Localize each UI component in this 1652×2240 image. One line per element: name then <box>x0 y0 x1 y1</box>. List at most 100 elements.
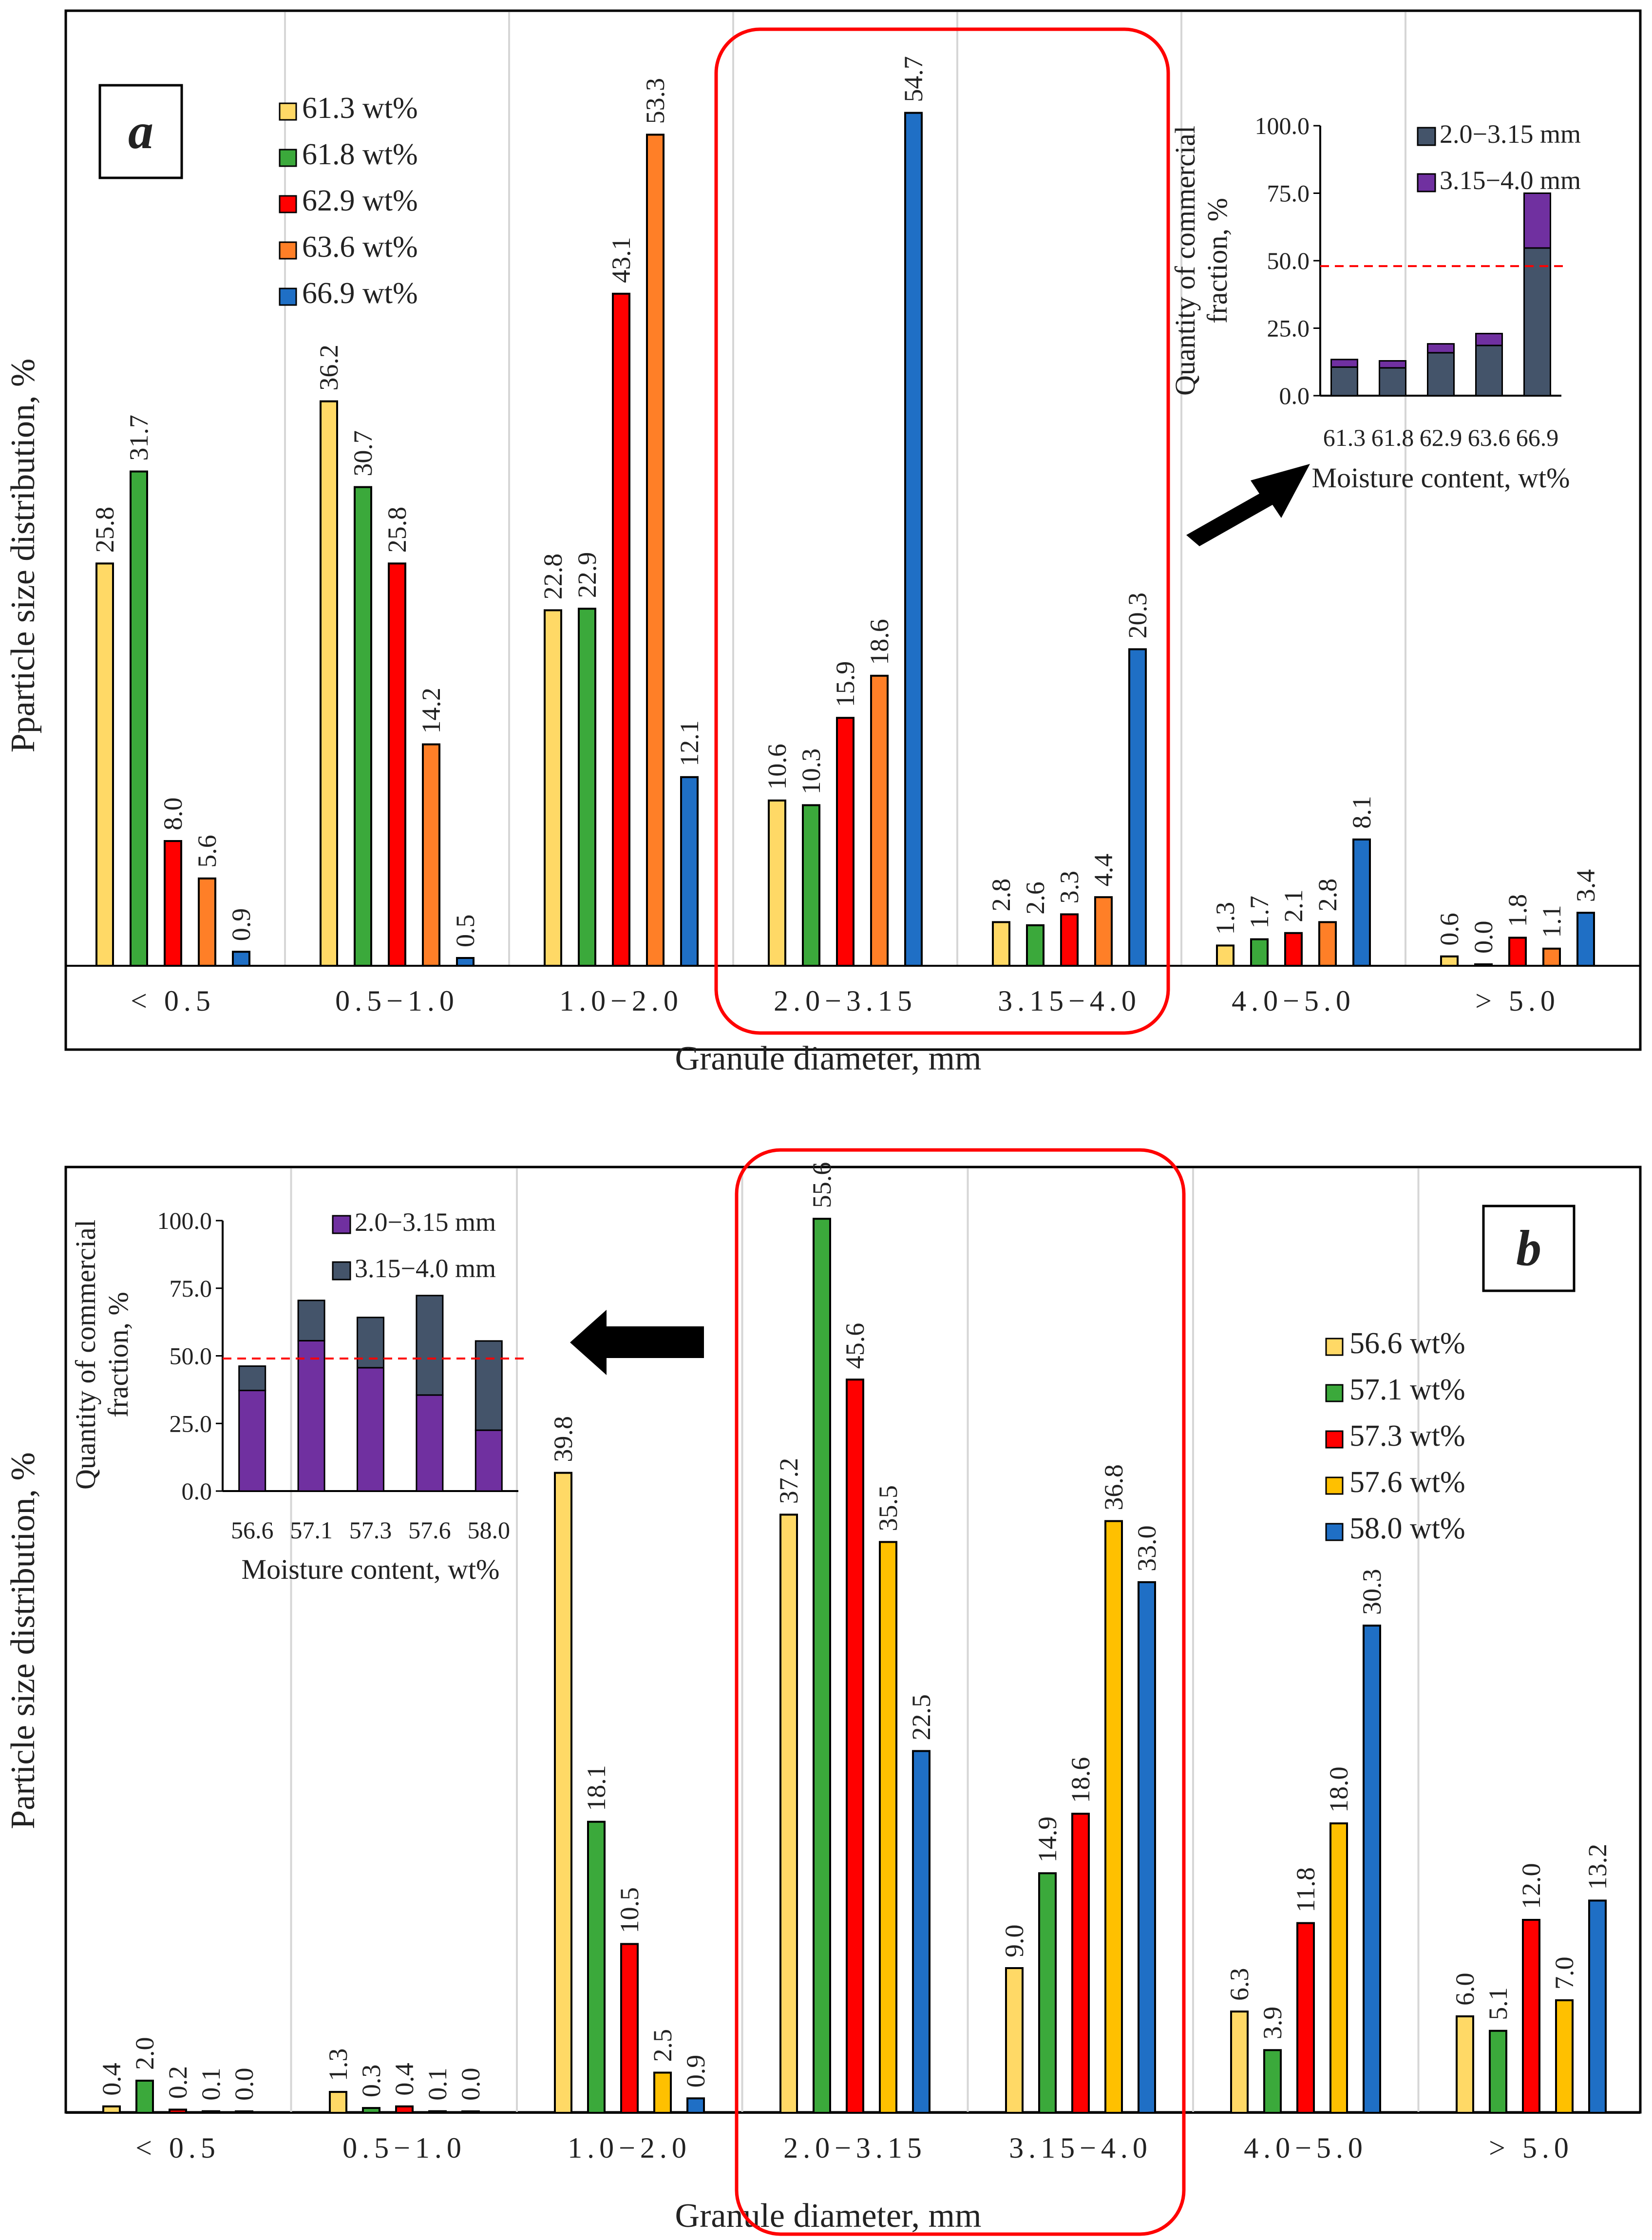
bar <box>813 1218 831 2114</box>
data-label: 2.1 <box>1279 889 1308 922</box>
bar <box>879 1541 897 2114</box>
data-label: 4.4 <box>1089 854 1118 887</box>
data-label: 33.0 <box>1132 1526 1161 1572</box>
inset-bar-segment <box>1427 343 1455 354</box>
bar <box>130 470 148 967</box>
legend-swatch <box>1325 1476 1344 1495</box>
panel-b-chart: 0.42.00.2 0.1 0.0< 0.51.3 0.3 0.4 0.1 0.00.5−1… <box>4 1148 1642 2236</box>
data-label: 22.9 <box>572 552 602 598</box>
inset-y-tick-label: 75.0 <box>170 1275 212 1302</box>
inset-x-tick-label: 58.0 <box>468 1516 511 1544</box>
inset-legend-label: 2.0−3.15 mm <box>355 1207 496 1237</box>
x-tick-label: 2.0−3.15 <box>774 985 917 1017</box>
data-label: 0.4 <box>390 2063 419 2096</box>
data-label: 8.1 <box>1347 796 1376 829</box>
data-label: 14.2 <box>417 688 446 734</box>
inset-legend-swatch <box>332 1261 351 1281</box>
bar <box>646 134 665 967</box>
bar <box>1352 838 1371 967</box>
data-label: 22.5 <box>907 1694 936 1741</box>
data-label: 55.6 <box>807 1162 836 1208</box>
inset-x-tick-label: 63.6 <box>1468 424 1511 451</box>
data-label: 0.1 <box>196 2068 226 2101</box>
data-label: 0.0 <box>456 2068 485 2101</box>
bar <box>1128 648 1147 967</box>
data-label: 6.0 <box>1450 1973 1480 2006</box>
inset-bar-segment <box>1523 192 1551 249</box>
inset-bar-segment <box>1427 352 1455 397</box>
bar <box>587 1820 606 2114</box>
bar <box>202 2110 220 2114</box>
bar <box>1576 912 1595 967</box>
bar <box>1542 947 1561 967</box>
bar <box>461 2110 480 2114</box>
inset-legend-swatch <box>1417 127 1436 146</box>
inset-bar-segment <box>1330 359 1358 368</box>
legend-label: 57.6 wt% <box>1349 1466 1465 1499</box>
data-label: 22.8 <box>538 554 568 600</box>
inset-y-axis-title: Quantity of commercial <box>70 1220 101 1490</box>
legend-label: 66.9 wt% <box>302 277 418 310</box>
bar <box>1474 963 1493 967</box>
inset-bar-segment <box>1475 333 1503 346</box>
data-label: 18.6 <box>1066 1757 1095 1803</box>
inset-bar-segment <box>357 1367 384 1492</box>
x-tick-label: 1.0−2.0 <box>568 2132 691 2164</box>
inset-bar-segment <box>238 1365 266 1392</box>
inset-y-axis-title: fraction, % <box>102 1292 134 1417</box>
x-tick-label: > 5.0 <box>1475 985 1560 1017</box>
inset-y-tick-label: 0.0 <box>182 1477 212 1505</box>
bar <box>362 2107 380 2114</box>
inset-x-axis-title: Moisture content, wt% <box>1312 462 1570 494</box>
legend-label: 61.8 wt% <box>302 138 418 171</box>
bar <box>1060 913 1079 967</box>
bar <box>1296 1922 1315 2114</box>
data-label: 20.3 <box>1123 593 1152 639</box>
data-label: 10.3 <box>797 748 826 795</box>
data-label: 36.8 <box>1099 1464 1128 1511</box>
inset-legend-swatch <box>332 1215 351 1234</box>
inset-bar-segment <box>357 1317 384 1369</box>
data-label: 0.5 <box>451 915 480 948</box>
inset-legend-label: 3.15−4.0 mm <box>1440 166 1581 195</box>
data-label: 5.6 <box>192 835 222 868</box>
inset-x-tick-label: 61.8 <box>1371 424 1414 451</box>
bar <box>1138 1581 1156 2114</box>
data-label: 10.6 <box>762 744 792 790</box>
inset-x-tick-label: 66.9 <box>1516 424 1559 451</box>
bar <box>779 1513 798 2114</box>
inset-x-tick-label: 57.3 <box>349 1516 392 1544</box>
bar <box>198 877 216 967</box>
data-label: 0.4 <box>97 2063 126 2096</box>
data-label: 8.0 <box>158 798 188 831</box>
data-label: 14.9 <box>1033 1817 1062 1863</box>
legend-label: 62.9 wt% <box>302 184 418 217</box>
bar <box>235 2110 253 2114</box>
data-label: 2.0 <box>130 2037 159 2070</box>
bar <box>135 2080 154 2114</box>
x-tick-label: 0.5−1.0 <box>342 2132 466 2164</box>
bar <box>232 951 250 967</box>
data-label: 30.3 <box>1357 1569 1386 1615</box>
legend-swatch <box>279 241 297 260</box>
pointer-arrow <box>570 1310 704 1375</box>
bar <box>653 2071 672 2114</box>
legend-swatch <box>1325 1430 1344 1449</box>
bar <box>1230 2010 1249 2114</box>
x-axis-title: Granule diameter, mm <box>675 1040 982 1077</box>
bar <box>992 921 1010 967</box>
bar <box>1094 896 1113 967</box>
bar <box>329 2091 347 2114</box>
bar <box>169 2108 187 2114</box>
inset-x-tick-label: 57.1 <box>290 1516 333 1544</box>
inset-bar-segment <box>1475 345 1503 397</box>
legend-swatch <box>279 149 297 167</box>
legend-swatch <box>1325 1523 1344 1541</box>
data-label: 9.0 <box>1000 1925 1029 1958</box>
inset-bar-segment <box>238 1390 266 1492</box>
data-label: 15.9 <box>831 661 860 708</box>
data-label: 1.3 <box>1211 902 1240 935</box>
data-label: 3.9 <box>1258 2007 1287 2040</box>
bar <box>1216 944 1234 967</box>
